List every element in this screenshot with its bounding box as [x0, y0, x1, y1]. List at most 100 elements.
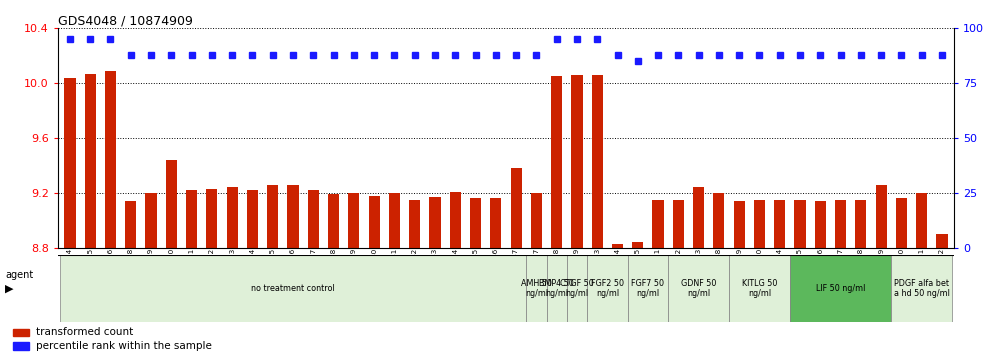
Bar [409, 200, 420, 248]
Bar [754, 200, 765, 248]
Text: GSM510047: GSM510047 [513, 248, 519, 292]
Text: GSM510051: GSM510051 [655, 248, 661, 292]
Bar [267, 185, 278, 248]
Bar [14, 342, 29, 350]
Bar [835, 200, 847, 248]
Text: GSM510044: GSM510044 [452, 248, 458, 292]
Bar [105, 71, 117, 248]
Bar [470, 198, 481, 248]
Bar [145, 193, 156, 248]
Bar [567, 255, 587, 322]
Text: GSM510060: GSM510060 [898, 248, 904, 292]
Text: GSM510057: GSM510057 [838, 248, 844, 292]
Text: BMP4 50
ng/ml: BMP4 50 ng/ml [539, 279, 574, 298]
Text: GSM509255: GSM509255 [88, 248, 94, 292]
Bar [227, 188, 238, 248]
Text: GSM510064: GSM510064 [615, 248, 621, 292]
Bar [693, 188, 704, 248]
Text: CTGF 50
ng/ml: CTGF 50 ng/ml [560, 279, 594, 298]
Text: transformed count: transformed count [36, 327, 133, 337]
Text: FGF2 50
ng/ml: FGF2 50 ng/ml [591, 279, 623, 298]
Bar [734, 201, 745, 248]
Text: ▶: ▶ [5, 284, 14, 293]
Bar [369, 196, 379, 248]
Text: GSM510031: GSM510031 [188, 248, 194, 292]
Text: GSM510028: GSM510028 [127, 248, 133, 292]
Bar [247, 190, 258, 248]
Text: GSM510041: GSM510041 [391, 248, 397, 292]
Text: GSM510049: GSM510049 [736, 248, 742, 292]
Bar [308, 190, 319, 248]
Text: GSM510050: GSM510050 [757, 248, 763, 292]
Text: FGF7 50
ng/ml: FGF7 50 ng/ml [631, 279, 664, 298]
Bar [511, 168, 522, 248]
Text: GSM509256: GSM509256 [108, 248, 114, 292]
Bar [14, 329, 29, 336]
Text: percentile rank within the sample: percentile rank within the sample [36, 341, 212, 351]
Bar [547, 255, 567, 322]
Text: GSM510045: GSM510045 [472, 248, 478, 292]
Bar [652, 200, 663, 248]
Text: GSM510030: GSM510030 [168, 248, 174, 292]
Bar [856, 200, 867, 248]
Text: GSM510034: GSM510034 [249, 248, 255, 292]
Bar [587, 255, 627, 322]
Text: GSM510056: GSM510056 [818, 248, 824, 292]
Bar [891, 255, 952, 322]
Bar [672, 200, 684, 248]
Text: GSM510038: GSM510038 [331, 248, 337, 292]
Text: GSM510040: GSM510040 [372, 248, 377, 292]
Bar [668, 255, 729, 322]
Text: GSM510029: GSM510029 [148, 248, 154, 292]
Bar [429, 197, 440, 248]
Text: GSM510053: GSM510053 [695, 248, 701, 292]
Bar [592, 75, 603, 248]
Bar [531, 193, 542, 248]
Text: GSM509259: GSM509259 [574, 248, 580, 292]
Text: GSM510035: GSM510035 [270, 248, 276, 292]
Text: GSM510033: GSM510033 [229, 248, 235, 292]
Bar [449, 192, 461, 248]
Bar [526, 255, 547, 322]
Text: no treatment control: no treatment control [251, 284, 335, 293]
Bar [551, 76, 563, 248]
Bar [774, 200, 785, 248]
Bar [65, 78, 76, 248]
Text: GDNF 50
ng/ml: GDNF 50 ng/ml [681, 279, 716, 298]
Text: GSM510063: GSM510063 [595, 248, 601, 292]
Text: GSM510037: GSM510037 [311, 248, 317, 292]
Text: AMH 50
ng/ml: AMH 50 ng/ml [521, 279, 552, 298]
Bar [936, 234, 947, 248]
Text: GSM510055: GSM510055 [797, 248, 803, 292]
Text: PDGF alfa bet
a hd 50 ng/ml: PDGF alfa bet a hd 50 ng/ml [893, 279, 949, 298]
Bar [627, 255, 668, 322]
Bar [815, 201, 826, 248]
Text: GSM510042: GSM510042 [411, 248, 417, 292]
Text: GSM509257: GSM509257 [534, 248, 540, 292]
Text: LIF 50 ng/ml: LIF 50 ng/ml [816, 284, 866, 293]
Bar [572, 75, 583, 248]
Text: GSM510052: GSM510052 [675, 248, 681, 292]
Text: GSM510062: GSM510062 [939, 248, 945, 292]
Bar [713, 193, 724, 248]
Text: GSM510065: GSM510065 [634, 248, 640, 292]
Bar [490, 198, 501, 248]
Text: GSM510043: GSM510043 [432, 248, 438, 292]
Bar [916, 193, 927, 248]
Bar [632, 242, 643, 248]
Bar [328, 194, 340, 248]
Text: GSM510061: GSM510061 [918, 248, 924, 292]
Bar [875, 185, 886, 248]
Text: GSM510039: GSM510039 [351, 248, 357, 292]
Bar [795, 200, 806, 248]
Text: GSM510059: GSM510059 [878, 248, 884, 292]
Bar [288, 185, 299, 248]
Text: GSM510036: GSM510036 [290, 248, 296, 292]
Bar [349, 193, 360, 248]
Text: GSM510032: GSM510032 [209, 248, 215, 292]
Bar [206, 189, 217, 248]
Bar [388, 193, 400, 248]
Text: GSM510046: GSM510046 [493, 248, 499, 292]
Text: GDS4048 / 10874909: GDS4048 / 10874909 [58, 14, 192, 27]
Bar [186, 190, 197, 248]
